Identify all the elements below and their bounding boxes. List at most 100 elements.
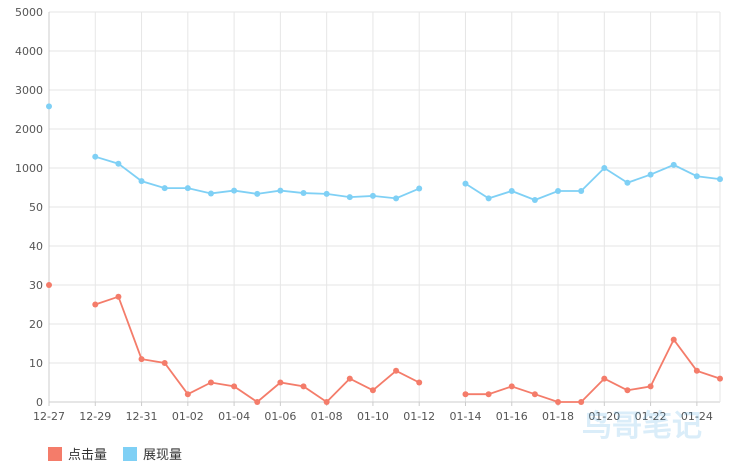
data-point-1[interactable] <box>416 185 423 192</box>
data-point-0[interactable] <box>717 375 723 382</box>
watermark-layer: 鸟哥笔记 <box>582 409 702 444</box>
legend-label-impressions: 展现量 <box>143 448 183 463</box>
data-point-1[interactable] <box>346 194 353 201</box>
y-tick-label: 4000 <box>15 45 43 58</box>
data-point-1[interactable] <box>254 190 261 197</box>
axes <box>48 12 721 403</box>
data-point-0[interactable] <box>485 391 492 398</box>
data-point-1[interactable] <box>393 195 400 202</box>
data-point-0[interactable] <box>508 383 515 390</box>
series-line-1 <box>464 163 721 201</box>
data-point-0[interactable] <box>693 367 700 374</box>
data-point-0[interactable] <box>231 383 238 390</box>
data-point-0[interactable] <box>254 399 261 405</box>
data-point-1[interactable] <box>184 185 191 192</box>
horizontal-gridlines <box>49 11 720 403</box>
x-tick-label: 01-18 <box>542 410 574 423</box>
series-line-0 <box>94 295 420 404</box>
data-point-1[interactable] <box>508 187 515 194</box>
y-tick-labels: 5000 4000 3000 2000 1000 50 40 30 20 10 0 <box>15 6 43 409</box>
data-point-1[interactable] <box>717 176 723 183</box>
x-tick-label: 01-10 <box>357 410 389 423</box>
legend-label-clicks: 点击量 <box>68 448 108 463</box>
x-tick-label: 01-24 <box>681 410 713 423</box>
data-point-1[interactable] <box>601 165 608 171</box>
data-point-1[interactable] <box>647 171 654 178</box>
data-point-0[interactable] <box>207 379 214 386</box>
data-point-0[interactable] <box>531 391 538 398</box>
data-point-0[interactable] <box>462 391 469 398</box>
data-point-1[interactable] <box>624 179 631 186</box>
x-tick-label: 01-16 <box>496 410 528 423</box>
y-tick-label: 20 <box>29 318 43 331</box>
data-point-1[interactable] <box>485 195 492 202</box>
data-point-1[interactable] <box>670 161 677 168</box>
y-tick-label: 0 <box>36 396 43 409</box>
data-point-0[interactable] <box>624 387 631 394</box>
legend-swatch-clicks <box>48 446 62 461</box>
series-line-0 <box>465 337 721 403</box>
y-tick-label: 3000 <box>15 84 43 97</box>
y-tick-label: 1000 <box>15 162 43 175</box>
data-point-0[interactable] <box>300 383 307 390</box>
x-tick-label: 01-20 <box>588 410 620 423</box>
legend-swatch-impressions <box>123 446 138 461</box>
x-tick-label: 01-12 <box>403 410 435 423</box>
data-point-1[interactable] <box>115 160 122 167</box>
legend-item-impressions[interactable]: 展现量 <box>123 444 182 463</box>
y-tick-label: 40 <box>29 240 43 253</box>
data-point-1[interactable] <box>92 153 99 160</box>
y-tick-label: 2000 <box>15 123 43 136</box>
data-point-0[interactable] <box>184 391 191 398</box>
data-point-0[interactable] <box>416 379 423 386</box>
data-point-0[interactable] <box>138 356 145 363</box>
data-point-1[interactable] <box>161 185 168 192</box>
data-point-1[interactable] <box>555 187 562 194</box>
y-tick-label: 50 <box>29 201 43 214</box>
x-tick-label: 01-02 <box>172 410 204 423</box>
data-point-0[interactable] <box>670 336 677 343</box>
data-point-0[interactable] <box>161 360 168 366</box>
y-tick-label: 5000 <box>15 6 43 19</box>
data-point-1[interactable] <box>462 180 469 187</box>
data-point-0[interactable] <box>323 399 330 405</box>
x-tick-labels: 12-27 12-29 12-31 01-02 01-04 01-06 01-08 01-10… <box>33 402 713 423</box>
data-point-1[interactable] <box>323 190 330 197</box>
data-point-0[interactable] <box>647 383 654 390</box>
legend: 点击量 展现量 <box>48 444 182 463</box>
y-tick-label: 10 <box>29 357 43 370</box>
series-layer <box>46 103 723 405</box>
x-tick-label: 01-04 <box>218 410 250 423</box>
data-point-0[interactable] <box>346 375 353 382</box>
data-point-1[interactable] <box>369 192 376 199</box>
data-point-1[interactable] <box>578 187 585 194</box>
data-point-0[interactable] <box>393 367 400 374</box>
data-point-0[interactable] <box>115 293 122 300</box>
data-point-1[interactable] <box>277 187 284 194</box>
x-tick-label: 12-29 <box>79 410 111 423</box>
data-point-0[interactable] <box>369 387 376 394</box>
data-point-0[interactable] <box>46 282 52 288</box>
data-point-0[interactable] <box>277 379 284 386</box>
data-point-1[interactable] <box>207 190 214 197</box>
watermark: 鸟哥笔记 <box>582 409 702 444</box>
data-point-0[interactable] <box>92 301 99 308</box>
data-point-1[interactable] <box>693 173 700 180</box>
x-tick-label: 01-06 <box>264 410 296 423</box>
legend-item-clicks[interactable]: 点击量 <box>48 444 107 463</box>
data-point-0[interactable] <box>578 399 585 405</box>
x-tick-label: 12-27 <box>33 410 65 423</box>
x-tick-label: 01-14 <box>449 410 481 423</box>
y-tick-label: 30 <box>29 279 43 292</box>
x-tick-label: 01-08 <box>311 410 343 423</box>
x-tick-label: 12-31 <box>126 410 158 423</box>
data-point-1[interactable] <box>231 187 238 194</box>
data-point-1[interactable] <box>46 103 52 110</box>
data-point-1[interactable] <box>300 190 307 197</box>
data-point-1[interactable] <box>138 178 145 185</box>
data-point-0[interactable] <box>555 399 562 405</box>
data-point-0[interactable] <box>601 375 608 382</box>
x-tick-label: 01-22 <box>635 410 667 423</box>
data-point-1[interactable] <box>531 197 538 204</box>
